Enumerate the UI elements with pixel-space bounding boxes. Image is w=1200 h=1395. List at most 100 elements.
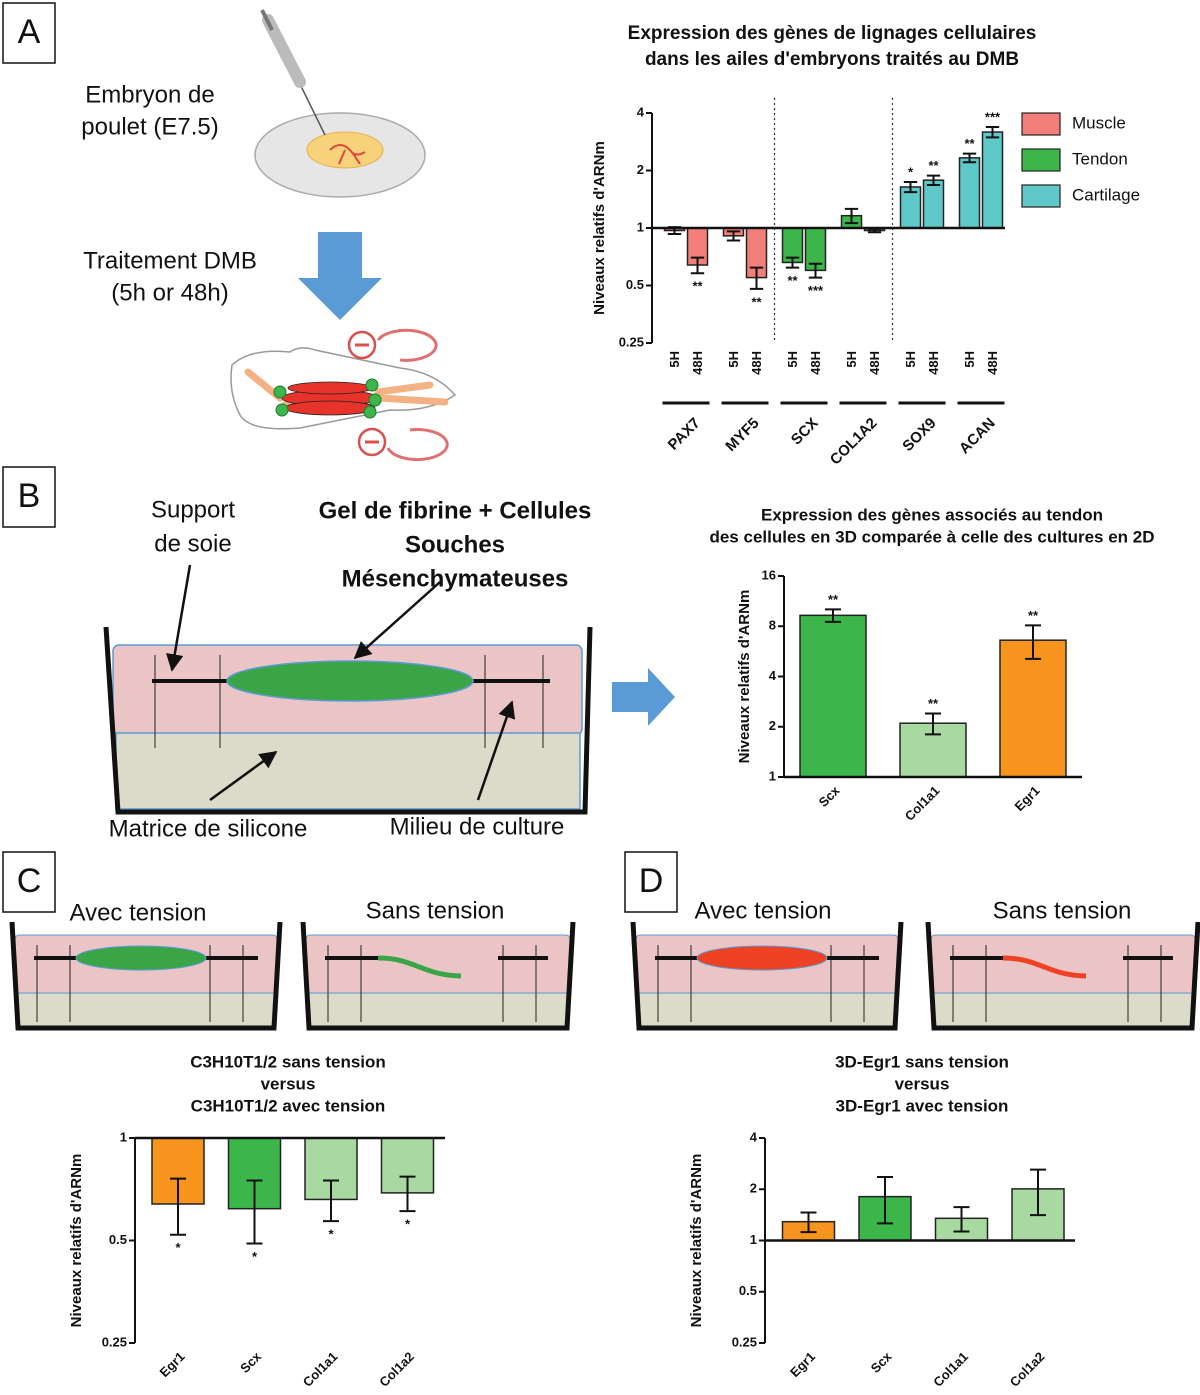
- y-tick-label: 0.5: [109, 1232, 127, 1247]
- x-tick-label: 5H: [962, 351, 977, 368]
- error-bar: [1030, 1168, 1046, 1217]
- x-tick-label: 5H: [844, 351, 859, 368]
- y-tick-label: 2: [769, 718, 776, 733]
- error-bar: [808, 262, 823, 279]
- error-bar: [985, 125, 1000, 139]
- y-tick-label: 1: [637, 219, 644, 234]
- error-bar: [690, 256, 705, 275]
- x-tick-label: Col1a1: [930, 1349, 971, 1390]
- culture-medium: [305, 934, 571, 996]
- pointer-arrow: [353, 581, 441, 660]
- x-tick-label: 5H: [726, 351, 741, 368]
- error-bar: [785, 256, 800, 269]
- chart-title: C3H10T1/2 avec tension: [191, 1096, 386, 1115]
- group-label: MYF5: [722, 415, 762, 455]
- diagram-text: Traitement DMB: [83, 247, 257, 274]
- error-bar: [962, 152, 977, 164]
- chart-title: des cellules en 3D comparée à celle des …: [709, 527, 1154, 546]
- bar: [999, 639, 1067, 778]
- legend-label: Cartilage: [1072, 185, 1140, 204]
- diagram-text: Sans tension: [993, 897, 1132, 924]
- significance: **: [692, 279, 703, 294]
- legend-label: Muscle: [1072, 113, 1126, 132]
- diagram-text: Souches: [405, 531, 505, 558]
- significance: *: [252, 1249, 258, 1264]
- y-tick-label: 16: [762, 567, 776, 582]
- chart-title: C3H10T1/2 sans tension: [190, 1052, 386, 1071]
- y-tick-label: 4: [750, 1129, 758, 1144]
- significance: **: [751, 294, 762, 309]
- panel-label: B: [18, 477, 41, 515]
- panel-label-box: [2, 851, 56, 913]
- chart-title: dans les ailes d'embryons traités au DMB: [645, 49, 1019, 70]
- y-tick-label: 0.25: [619, 334, 644, 349]
- y-tick-label: 0.5: [626, 277, 644, 292]
- rotation-arrow: [386, 428, 449, 462]
- error-bar: [926, 174, 941, 186]
- chart-title: Expression des gènes de lignages cellula…: [628, 23, 1037, 44]
- diagram-text: Matrice de silicone: [109, 815, 308, 842]
- panel-label: C: [17, 862, 42, 900]
- gel: [696, 945, 828, 971]
- error-bar: [749, 266, 764, 290]
- legend-swatch: [1021, 184, 1061, 208]
- x-tick-label: Scx: [868, 1348, 896, 1376]
- y-tick-label: 1: [120, 1129, 127, 1144]
- y-tick-label: 0.25: [732, 1334, 757, 1349]
- significance: *: [328, 1227, 334, 1242]
- gel: [377, 955, 462, 979]
- y-tick-label: 4: [637, 104, 645, 119]
- diagram-text: (5h or 48h): [111, 279, 228, 306]
- significance: ***: [985, 109, 1001, 124]
- diagram-text: de soie: [154, 530, 231, 557]
- well: [9, 921, 283, 1031]
- x-tick-label: Egr1: [1012, 783, 1043, 814]
- group-label: PAX7: [665, 415, 704, 454]
- muscle: [284, 400, 376, 416]
- diagram-text: Mésenchymateuses: [342, 565, 569, 592]
- x-tick-label: 48H: [985, 351, 1000, 375]
- vessels: [329, 144, 366, 165]
- well: [925, 921, 1200, 1031]
- bar: [799, 614, 867, 778]
- error-bar: [399, 1175, 416, 1213]
- y-tick-label: 2: [750, 1181, 757, 1196]
- error-bar: [903, 181, 918, 194]
- tendon: [368, 393, 382, 407]
- panel-label: D: [639, 862, 664, 900]
- error-bar: [877, 1176, 893, 1225]
- group-label: SCX: [788, 415, 822, 449]
- legend-label: Tendon: [1072, 149, 1128, 168]
- error-bar: [825, 608, 841, 623]
- chart-title: versus: [261, 1074, 316, 1093]
- tendon: [363, 405, 377, 419]
- pointer-arrow: [209, 750, 278, 802]
- x-tick-label: Col1a1: [902, 783, 943, 824]
- well: [630, 921, 904, 1031]
- right-arrow: [612, 668, 675, 726]
- pointer-arrow: [166, 564, 192, 672]
- bar: [958, 157, 981, 229]
- significance: *: [405, 1217, 411, 1232]
- x-tick-label: 48H: [808, 351, 823, 375]
- y-axis-label: Niveaux relatifs d'ARNm: [591, 141, 608, 315]
- x-tick-label: Scx: [816, 782, 844, 810]
- chart-title: Expression des gènes associés au tendon: [761, 505, 1103, 524]
- syringe: [262, 14, 306, 88]
- silicone: [15, 992, 277, 1027]
- panel-label-box: [624, 851, 678, 913]
- panel-label-box: [2, 466, 56, 528]
- tendon: [365, 378, 379, 392]
- group-label: ACAN: [956, 415, 999, 458]
- x-tick-label: Col1a2: [1007, 1349, 1048, 1390]
- significance: **: [964, 136, 975, 151]
- significance: **: [787, 273, 798, 288]
- diagram-text: Avec tension: [695, 897, 832, 924]
- pointer-arrow: [476, 700, 516, 801]
- significance: ***: [808, 283, 824, 298]
- tendon: [275, 403, 289, 417]
- x-tick-label: 48H: [926, 351, 941, 375]
- x-tick-label: Col1a2: [376, 1349, 417, 1390]
- x-tick-label: Egr1: [787, 1349, 818, 1380]
